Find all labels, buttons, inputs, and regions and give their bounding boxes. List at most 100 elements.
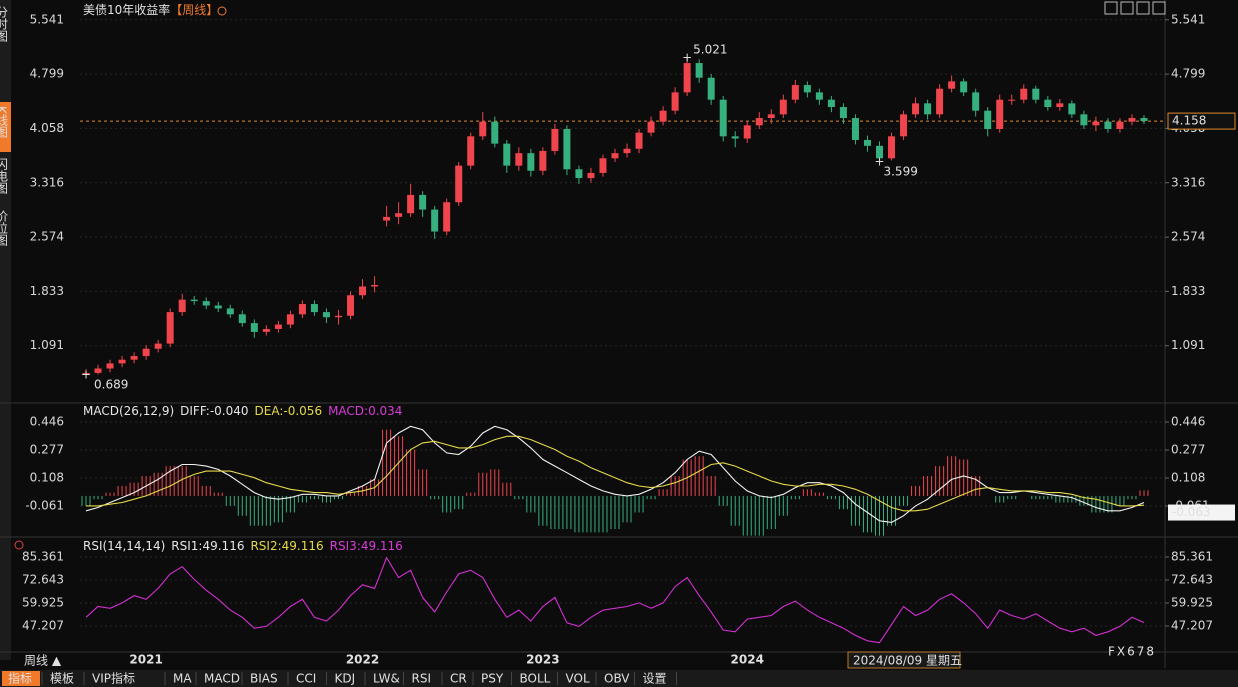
extreme-label: 0.689: [94, 378, 128, 392]
y-tick-label: 5.541: [1171, 12, 1205, 26]
candle-body: [1008, 99, 1016, 101]
sidebar-tab[interactable]: K线图: [0, 106, 9, 138]
candle-body: [1128, 118, 1136, 122]
candle-body: [274, 324, 282, 329]
toolbar-tab[interactable]: 指标: [8, 671, 32, 686]
candle-body: [166, 312, 174, 344]
toolbar-tab[interactable]: LW&: [373, 672, 400, 686]
legend: MACD(26,12,9) DIFF:-0.040 DEA:-0.056 MACD:0…: [83, 404, 402, 418]
sidebar-tab[interactable]: 分时图: [0, 6, 9, 42]
toolbar-tab[interactable]: CCI: [296, 672, 316, 686]
candle-body: [888, 136, 896, 159]
macd-last-label: -0.063: [1172, 505, 1211, 519]
candle-body: [491, 121, 499, 144]
toolbar-tab[interactable]: MA: [173, 672, 192, 686]
candle-body: [803, 85, 811, 93]
candle-body: [767, 114, 775, 119]
legend-entry: DIFF:-0.040: [180, 404, 248, 418]
settings-icon[interactable]: [14, 540, 24, 550]
sidebar-tab[interactable]: 价位图: [0, 210, 9, 246]
window-buttons: [1104, 1, 1166, 15]
title: 美债10年收益率: [83, 2, 170, 17]
candle-body: [479, 121, 487, 137]
toolbar: [0, 670, 1238, 687]
crosshair-date: 2024/08/09 星期五: [853, 654, 962, 668]
period-button[interactable]: 周线 ▲: [24, 654, 62, 668]
y-tick-label: 72.643: [1171, 573, 1213, 587]
toolbar-tab[interactable]: 模板: [50, 672, 74, 686]
y-tick-label: 0.108: [1171, 471, 1205, 485]
period: 【周线】: [170, 3, 218, 17]
toolbar-tab[interactable]: BOLL: [520, 672, 551, 686]
candle-body: [359, 286, 367, 296]
toolbar-tab[interactable]: MACD: [204, 672, 240, 686]
candle-body: [250, 323, 258, 332]
candle-body: [515, 153, 523, 166]
candle-body: [142, 348, 150, 357]
candle-body: [298, 304, 306, 315]
toolbar-tab[interactable]: VOL: [566, 672, 590, 686]
candle-body: [539, 150, 547, 171]
candle-body: [827, 99, 835, 108]
toolbar-tab[interactable]: RSI: [412, 672, 432, 686]
button[interactable]: [1120, 1, 1134, 15]
sidebar-tab[interactable]: 闪电图: [0, 158, 9, 194]
y-tick-label-left: 1.833: [30, 284, 64, 298]
candle-body: [647, 121, 655, 133]
y-tick-label-left: 1.091: [30, 338, 64, 352]
candle-body: [587, 172, 595, 179]
toolbar-tab[interactable]: CR: [450, 672, 467, 686]
last-price-box: [1167, 112, 1236, 130]
candle-body: [455, 165, 463, 203]
candle-body: [683, 63, 691, 93]
candle-body: [791, 85, 799, 100]
candle-body: [238, 314, 246, 324]
x-tick-label: 2023: [526, 653, 559, 667]
add-icon[interactable]: [217, 6, 227, 16]
y-tick-label-left: 2.574: [30, 230, 64, 244]
candle-body: [839, 107, 847, 119]
candle-body: [611, 153, 619, 159]
y-tick-label: 47.207: [1171, 619, 1213, 633]
candle-body: [1044, 99, 1052, 108]
legend-entry: RSI(14,14,14): [83, 539, 165, 553]
y-tick-label: 4.799: [1171, 67, 1205, 81]
candle-body: [262, 328, 270, 332]
y-tick-label-left: 47.207: [22, 619, 64, 633]
candle-body: [1020, 88, 1028, 100]
button[interactable]: [1152, 1, 1166, 15]
candle-body: [731, 136, 739, 139]
candle-body: [226, 308, 234, 315]
y-tick-label: 0.277: [1171, 443, 1205, 457]
y-tick-label-left: 72.643: [22, 573, 64, 587]
candle-body: [419, 194, 427, 210]
candle-body: [371, 285, 379, 287]
toolbar-tab[interactable]: PSY: [481, 672, 504, 686]
candle-body: [1080, 114, 1088, 126]
legend: RSI(14,14,14) RSI1:49.116 RSI2:49.116 RSI3:…: [83, 539, 403, 553]
candle-body: [924, 103, 932, 115]
candle-body: [707, 77, 715, 100]
candle-body: [334, 315, 342, 318]
candle-body: [695, 63, 703, 78]
y-tick-label: 59.925: [1171, 596, 1213, 610]
button[interactable]: [1104, 1, 1118, 15]
candle-body: [755, 118, 763, 126]
toolbar-tab[interactable]: KDJ: [335, 672, 356, 686]
sidebar: [0, 0, 11, 660]
candle-body: [94, 368, 102, 373]
y-tick-label: 1.833: [1171, 284, 1205, 298]
candle-body: [431, 209, 439, 232]
toolbar-tab[interactable]: 设置: [643, 672, 667, 686]
y-tick-label-left: 5.541: [30, 12, 64, 26]
candle-body: [719, 99, 727, 137]
toolbar-tab[interactable]: BIAS: [250, 672, 278, 686]
candle-body: [960, 81, 968, 93]
toolbar-tab[interactable]: OBV: [604, 672, 630, 686]
legend-entry: MACD(26,12,9): [83, 404, 174, 418]
toolbar-tab[interactable]: VIP指标: [92, 671, 135, 686]
button[interactable]: [1136, 1, 1150, 15]
y-tick-label-left: 0.277: [30, 443, 64, 457]
